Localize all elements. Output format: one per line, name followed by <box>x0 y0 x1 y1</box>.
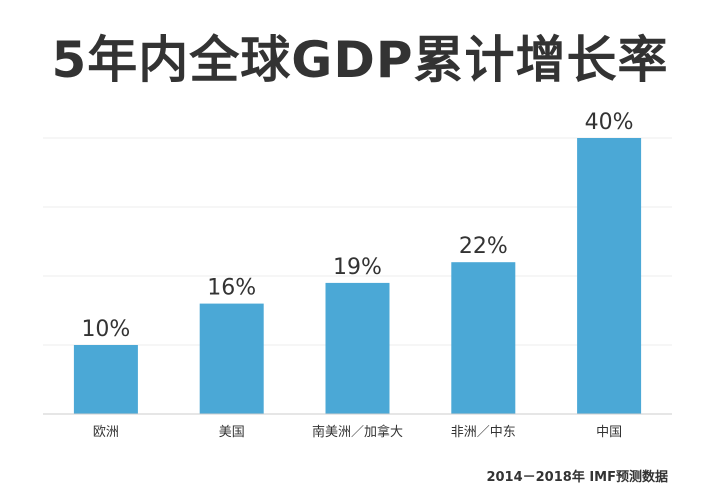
data-label: 19% <box>333 255 382 280</box>
data-labels: 10% 16% 19% 22% 40% <box>81 110 633 342</box>
bar <box>577 138 642 414</box>
category-label: 非洲／中东 <box>451 425 516 440</box>
category-label: 欧洲 <box>93 425 119 440</box>
category-label: 中国 <box>596 425 622 440</box>
category-label: 南美洲／加拿大 <box>312 424 403 440</box>
bar <box>451 262 516 414</box>
bar <box>325 282 390 414</box>
bars <box>73 138 642 414</box>
data-label: 16% <box>207 276 256 301</box>
bar <box>73 345 138 414</box>
data-label: 40% <box>585 110 634 135</box>
category-label: 美国 <box>219 425 245 440</box>
data-label: 22% <box>459 234 508 259</box>
bar <box>199 303 264 414</box>
data-label: 10% <box>81 317 130 342</box>
gridlines <box>43 137 672 346</box>
chart-title: 5年内全球GDP累计增长率 <box>51 31 669 89</box>
category-labels: 欧洲 美国 南美洲／加拿大 非洲／中东 中国 <box>93 424 622 440</box>
source-note: 2014－2018年 IMF预测数据 <box>486 470 668 485</box>
